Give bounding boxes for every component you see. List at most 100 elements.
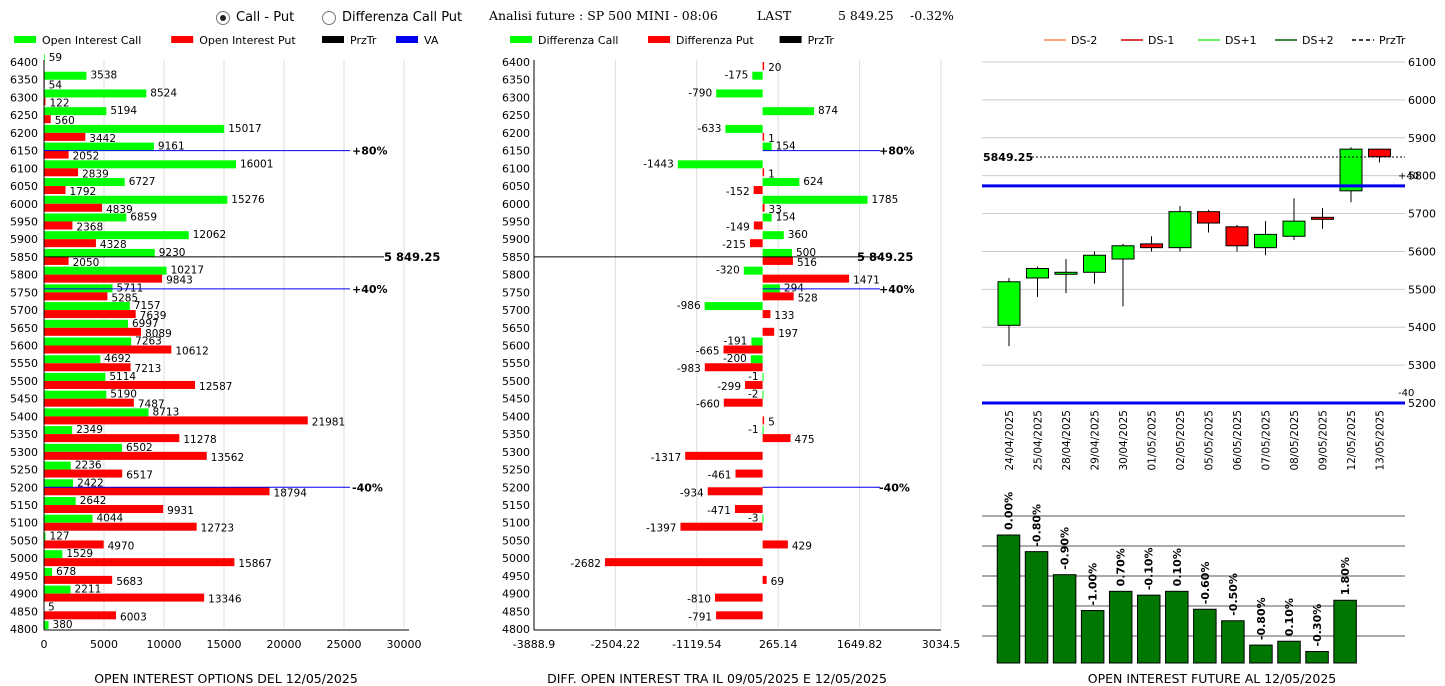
diff-call-bar (751, 337, 763, 346)
call-value-label: 5 (48, 601, 55, 613)
put-value-label: 7213 (135, 363, 162, 375)
put-value-label: 2050 (73, 257, 100, 269)
x-tick-label: 5000 (90, 638, 118, 651)
y-tick-label: 5250 (10, 464, 38, 477)
put-bar (44, 611, 117, 620)
oi-legend-label: Open Interest Put (199, 34, 296, 47)
y-tick-label: 5250 (502, 464, 530, 477)
y-tick-label: 5900 (10, 233, 38, 246)
y-tick-label: 5050 (10, 534, 38, 547)
put-value-label: 11278 (183, 434, 216, 446)
oi-legend-swatch (14, 36, 36, 43)
oi-legend-swatch (322, 36, 344, 43)
put-bar (44, 115, 51, 124)
candle-body (1339, 148, 1363, 192)
put-value-label: 7639 (140, 310, 167, 322)
call-bar (44, 550, 63, 559)
call-value-label: 2422 (77, 477, 104, 489)
put-value-label: 4839 (106, 204, 133, 216)
radio-difference[interactable]: Differenza Call Put (322, 10, 462, 25)
future-bar (996, 534, 1021, 664)
diff-put-bar (723, 345, 763, 354)
call-value-label: 2211 (75, 584, 102, 596)
put-bar (44, 274, 163, 283)
y-tick-label: 6350 (10, 74, 38, 87)
diff-put-bar (762, 274, 850, 283)
y-tick-label: 5700 (502, 304, 530, 317)
put-bar (44, 575, 113, 584)
y-tick-label: 6100 (10, 162, 38, 175)
put-value-label: 122 (49, 97, 69, 109)
x-tick-label: 3034.5 (922, 638, 961, 651)
future-bar-label: 0.00% (1003, 492, 1016, 530)
x-tick-label: 0 (41, 638, 48, 651)
put-value-label: 13346 (208, 594, 242, 606)
y-tick-label: 6100 (502, 162, 530, 175)
radio-call-put[interactable]: Call - Put (216, 10, 294, 25)
call-value-label: 12062 (193, 229, 226, 241)
diff-call-bar (677, 160, 763, 169)
y-tick-label: 5950 (10, 215, 38, 228)
candle-body (1282, 220, 1306, 237)
diff-legend-label: Differenza Put (676, 34, 754, 47)
y-tick-label: 5200 (502, 481, 530, 494)
y-tick-label: 5900 (1408, 132, 1436, 145)
put-bar (44, 505, 164, 513)
x-tick-label: 29/04/2025 (1090, 410, 1102, 471)
diff-put-value-label: -810 (687, 594, 711, 606)
put-bar (44, 292, 108, 301)
va-line-label: +80% (879, 145, 915, 158)
diff-put-bar (762, 168, 765, 177)
future-bar (1221, 620, 1245, 664)
diff-put-value-label: -149 (726, 221, 750, 233)
candle-body (1111, 245, 1135, 260)
diff-call-value-label: -191 (724, 336, 748, 348)
oi-legend-swatch (396, 36, 418, 43)
y-tick-label: 5900 (502, 233, 530, 246)
x-tick-label: 01/05/2025 (1147, 410, 1159, 471)
call-value-label: 8524 (150, 87, 177, 99)
diff-legend-label: Differenza Call (538, 34, 618, 47)
call-bar (44, 408, 149, 417)
y-tick-label: 5800 (502, 269, 530, 282)
call-value-label: 380 (53, 619, 73, 631)
diff-put-value-label: 20 (768, 62, 781, 74)
future-bar (1165, 590, 1189, 664)
y-tick-label: 5750 (502, 286, 530, 299)
diff-call-bar (704, 302, 763, 311)
y-tick-label: 6300 (10, 91, 38, 104)
diff-call-bar (762, 426, 764, 435)
y-tick-label: 5550 (502, 357, 530, 370)
diff-put-value-label: 197 (778, 328, 798, 340)
y-tick-label: 5700 (10, 304, 38, 317)
y-tick-label: 6250 (502, 109, 530, 122)
put-bar (44, 363, 131, 372)
put-bar (44, 558, 235, 567)
put-bar (44, 310, 136, 319)
chart-title: OPEN INTEREST OPTIONS DEL 12/05/2025 (94, 671, 358, 686)
diff-put-value-label: 528 (798, 292, 818, 304)
y-tick-label: 5650 (10, 322, 38, 335)
future-bar-label: 0.10% (1171, 548, 1184, 586)
call-value-label: 2642 (80, 495, 107, 507)
call-bar (44, 532, 46, 541)
future-bar-label: -0.10% (1143, 547, 1156, 590)
x-tick-label: 25/04/2025 (1033, 410, 1045, 471)
future-bar-label: 1.80% (1339, 557, 1352, 595)
diff-put-value-label: 475 (795, 434, 815, 446)
put-bar (44, 380, 196, 389)
put-bar (44, 221, 73, 230)
call-bar (44, 585, 71, 594)
diff-call-value-label: -200 (723, 353, 747, 365)
y-tick-label: 5500 (1408, 283, 1436, 296)
diff-call-value-label: -633 (698, 123, 722, 135)
diff-call-bar (762, 178, 800, 187)
diff-put-bar (604, 558, 763, 567)
call-value-label: 9230 (159, 247, 186, 259)
put-bar (44, 487, 270, 496)
call-bar (44, 621, 49, 630)
candle-body (1368, 148, 1391, 158)
call-value-label: 9161 (158, 141, 185, 153)
put-bar (44, 256, 69, 265)
